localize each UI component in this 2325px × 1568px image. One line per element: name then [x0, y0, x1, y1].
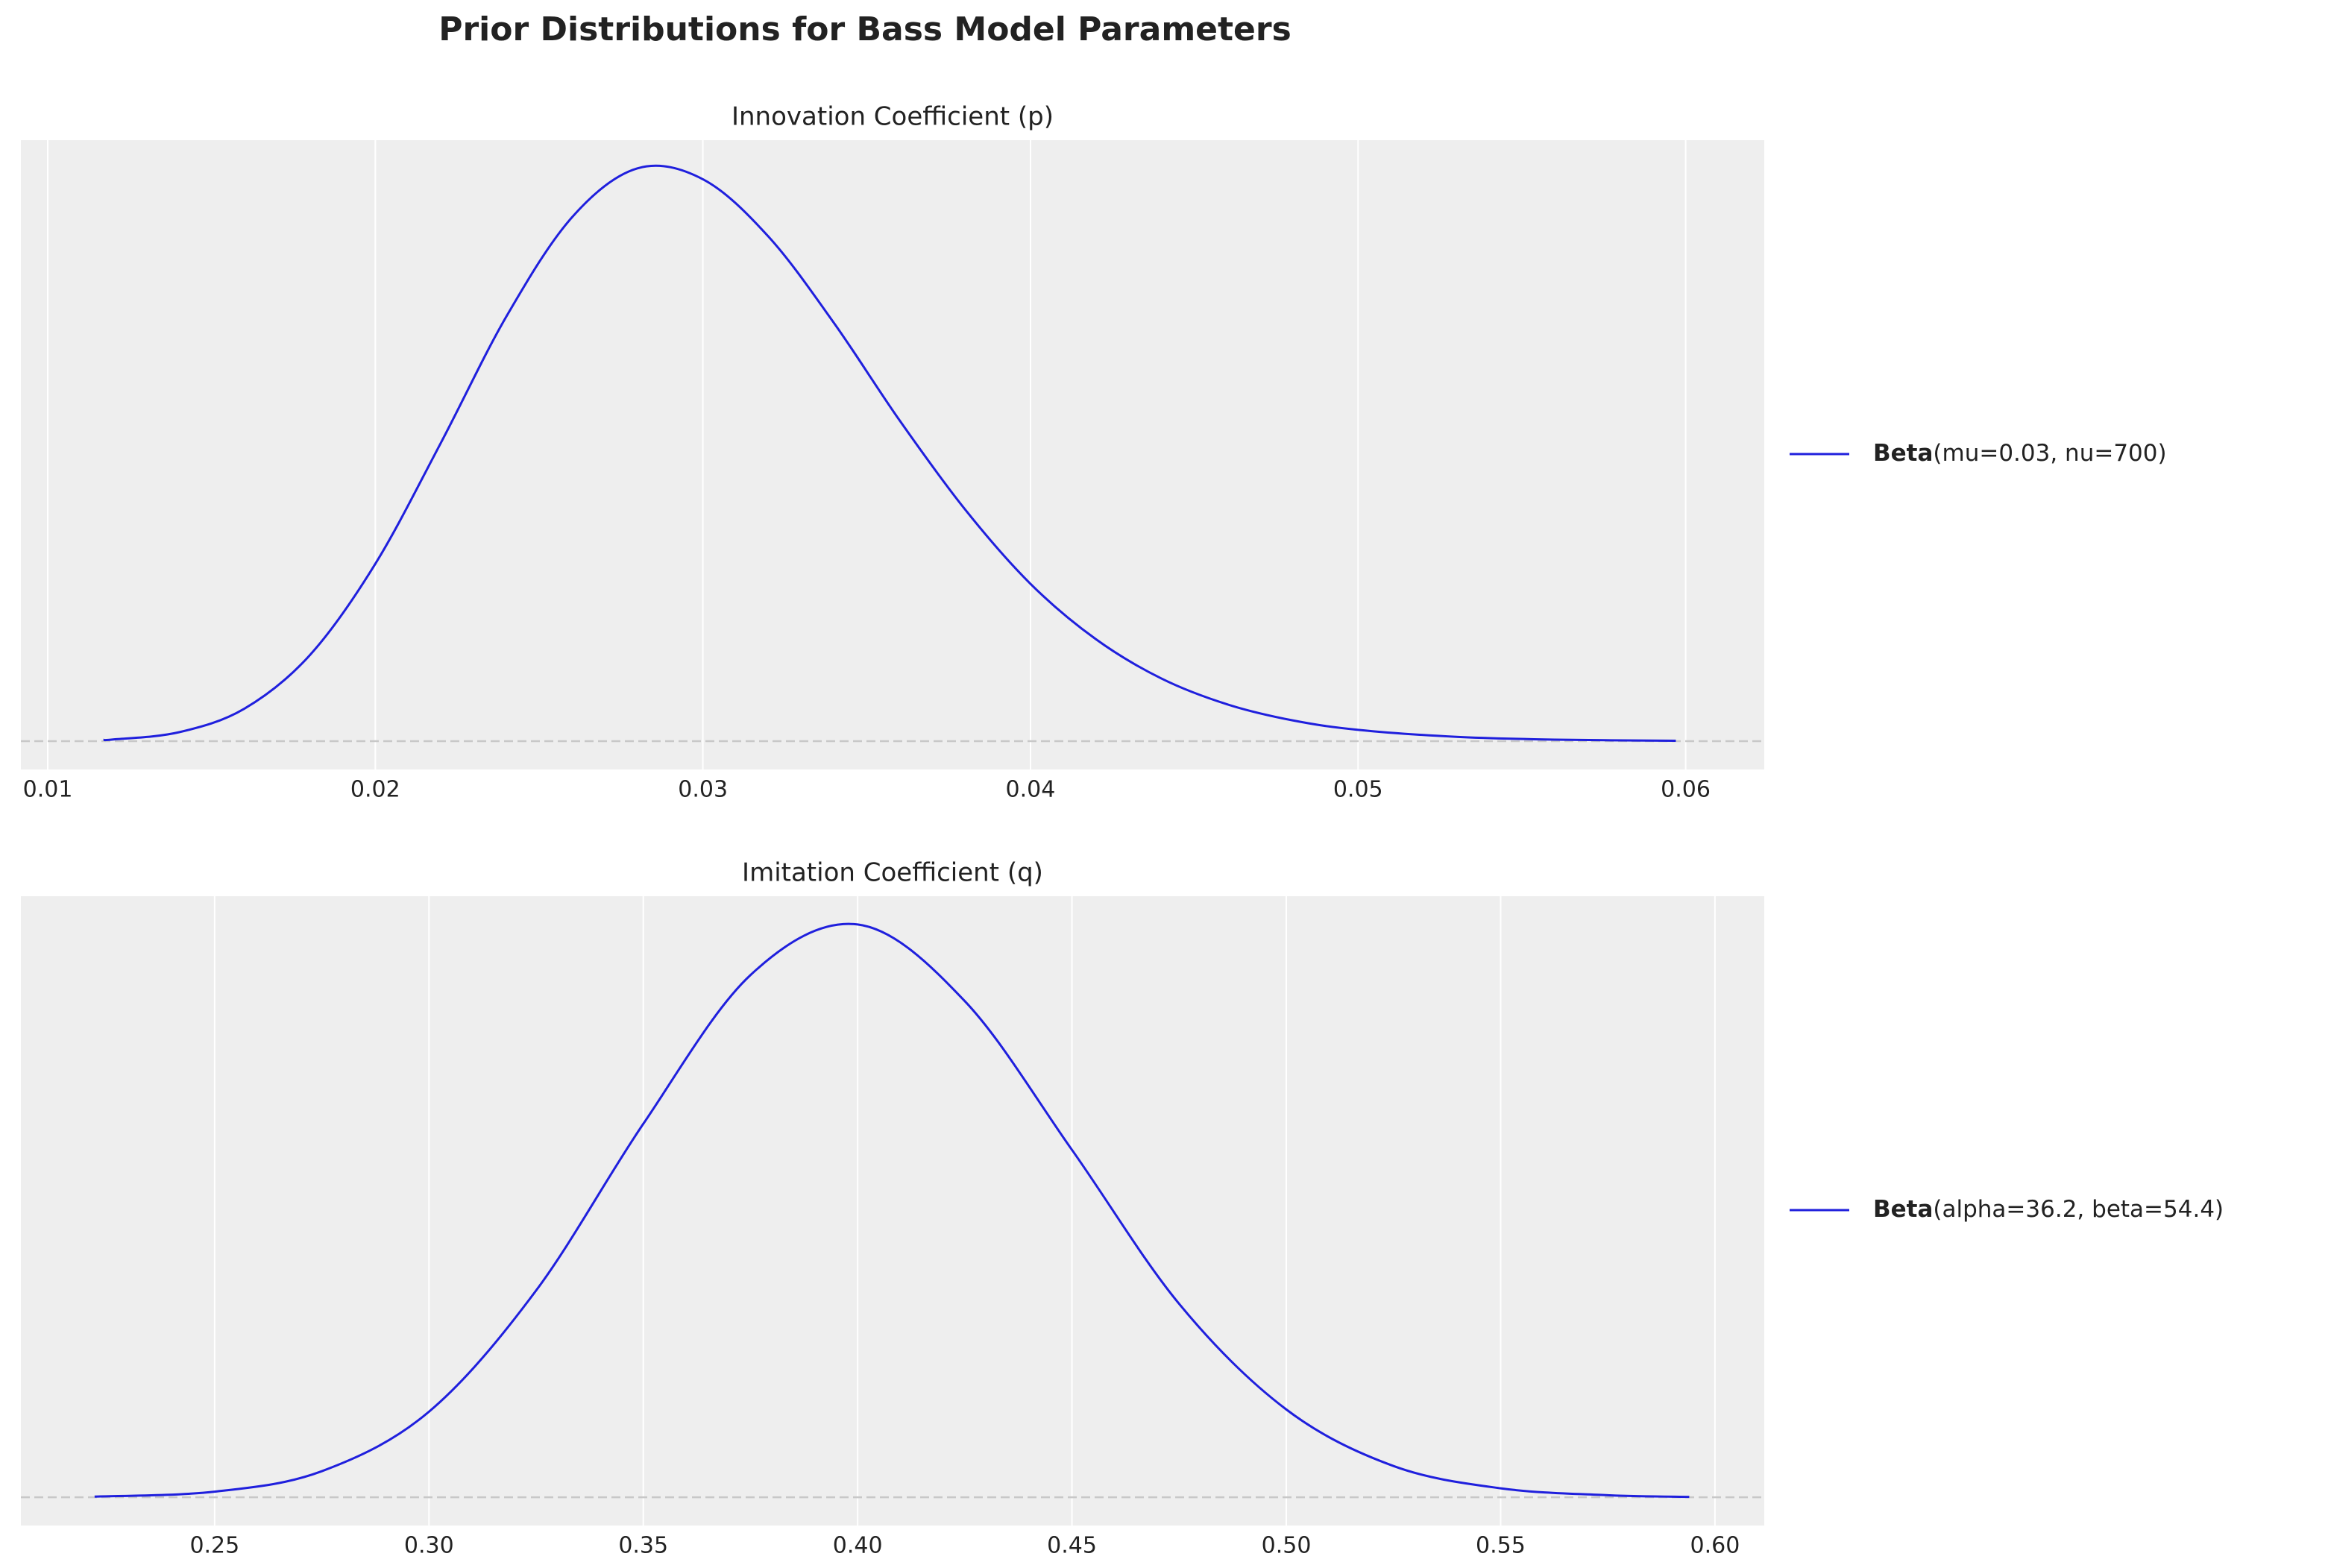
subplot-title: Imitation Coefficient (q) — [742, 858, 1043, 888]
plot-area — [21, 140, 1764, 769]
x-tick-label: 0.45 — [1047, 1533, 1097, 1559]
x-tick-label: 0.05 — [1333, 777, 1383, 803]
figure-title: Prior Distributions for Bass Model Param… — [438, 10, 1292, 48]
legend-label: Beta(mu=0.03, nu=700) — [1873, 440, 2167, 467]
x-tick-label: 0.30 — [404, 1533, 454, 1559]
x-tick-label: 0.03 — [678, 777, 728, 803]
x-tick-label: 0.02 — [350, 777, 400, 803]
x-tick-label: 0.25 — [189, 1533, 239, 1559]
x-tick-label: 0.50 — [1262, 1533, 1312, 1559]
density-line — [102, 164, 1676, 742]
x-tick-label: 0.60 — [1690, 1533, 1740, 1559]
density-line — [94, 922, 1690, 1499]
x-tick-label: 0.06 — [1661, 777, 1711, 803]
x-tick-label: 0.01 — [23, 777, 73, 803]
subplot-title: Innovation Coefficient (p) — [732, 102, 1054, 132]
x-tick-label: 0.40 — [833, 1533, 883, 1559]
x-tick-label: 0.04 — [1006, 777, 1056, 803]
legend-label: Beta(alpha=36.2, beta=54.4) — [1873, 1196, 2224, 1223]
plot-area — [21, 896, 1764, 1526]
x-tick-label: 0.35 — [618, 1533, 668, 1559]
x-tick-label: 0.55 — [1476, 1533, 1526, 1559]
